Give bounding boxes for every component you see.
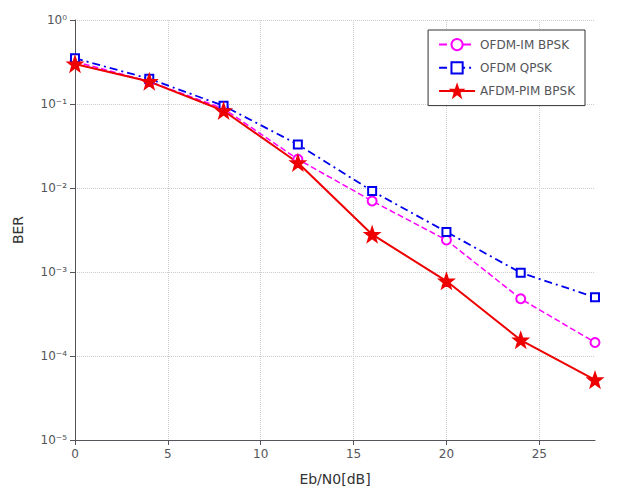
svg-text:25: 25 (532, 447, 547, 461)
svg-text:20: 20 (439, 447, 454, 461)
svg-text:10⁻⁵: 10⁻⁵ (41, 433, 68, 447)
svg-text:OFDM-IM BPSK: OFDM-IM BPSK (480, 38, 570, 52)
svg-text:OFDM QPSK: OFDM QPSK (480, 61, 553, 75)
svg-text:15: 15 (346, 447, 361, 461)
svg-text:10⁻⁴: 10⁻⁴ (41, 349, 68, 363)
svg-text:0: 0 (71, 447, 79, 461)
svg-text:10⁻²: 10⁻² (41, 181, 68, 195)
svg-text:10⁻³: 10⁻³ (41, 265, 68, 279)
svg-text:10⁰: 10⁰ (47, 13, 67, 27)
svg-text:10: 10 (253, 447, 268, 461)
svg-text:5: 5 (164, 447, 172, 461)
svg-text:AFDM-PIM BPSK: AFDM-PIM BPSK (480, 84, 576, 98)
svg-text:10⁻¹: 10⁻¹ (41, 97, 68, 111)
svg-text:Eb/N0[dB]: Eb/N0[dB] (299, 471, 370, 487)
svg-text:BER: BER (10, 216, 26, 244)
